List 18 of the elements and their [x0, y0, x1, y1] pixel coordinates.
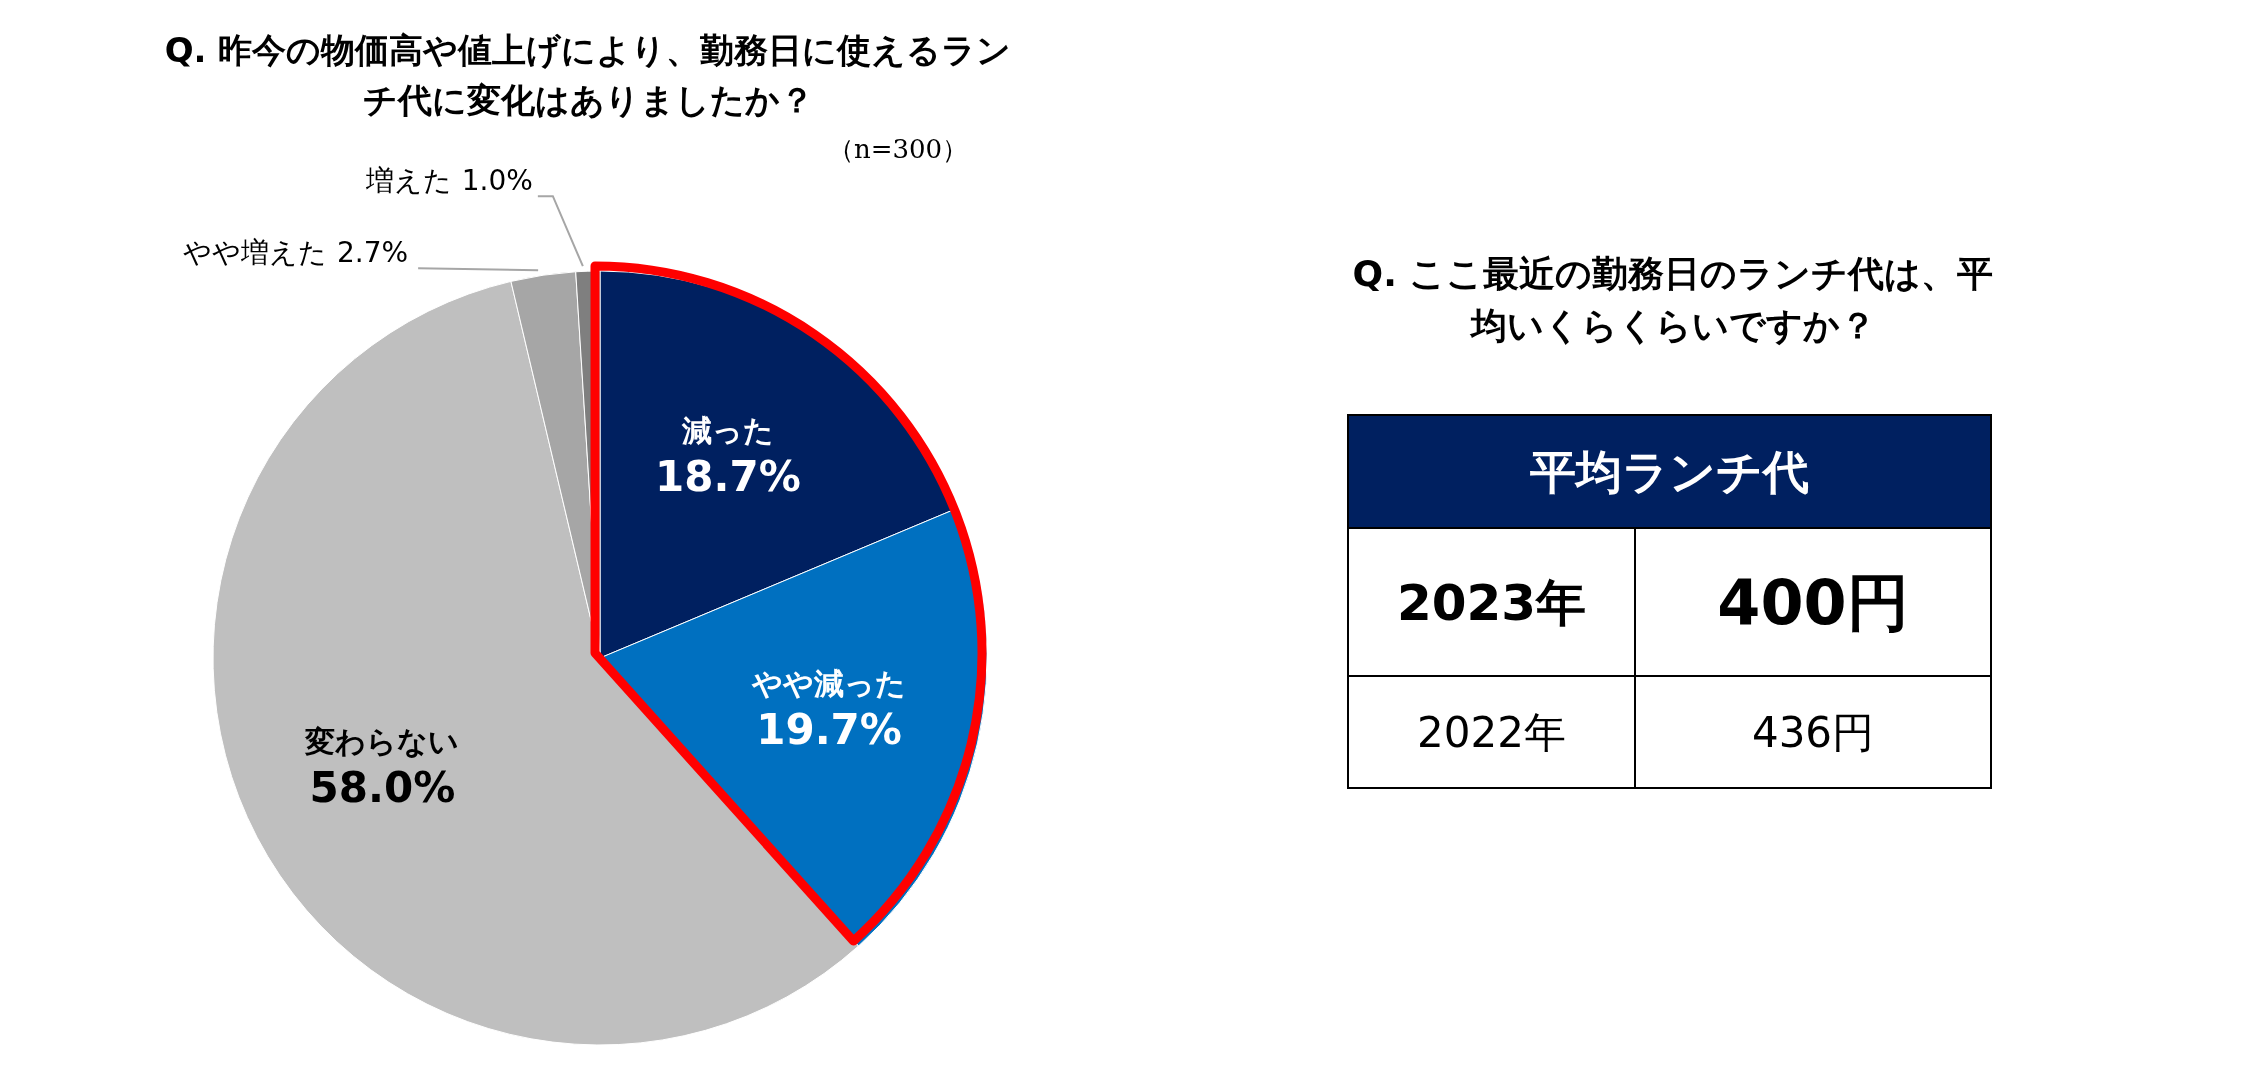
slice-label: やや減った: [751, 665, 907, 701]
slice-label: 増えた: [364, 164, 452, 198]
text: 2022年: [1417, 708, 1566, 757]
data-label: 1.0%: [461, 164, 533, 198]
text: 436円: [1751, 708, 1875, 757]
slice-label: 変わらない: [304, 724, 460, 760]
data-label: 19.7%: [756, 704, 902, 754]
data-label: 2.7%: [336, 236, 409, 270]
text: 400円: [1717, 566, 1909, 639]
text: 2023年: [1396, 574, 1587, 632]
data-label: 18.7%: [655, 452, 801, 502]
chart-subtitle: （n=300）: [827, 134, 969, 164]
slice-label: 減った: [680, 413, 774, 449]
text: Q. ここ最近の勤務日のランチ代は、平均いくらくらいですか？: [1352, 253, 1994, 346]
data-label: 58.0%: [309, 763, 456, 813]
slice-label: やや増えた: [182, 236, 327, 270]
text: 平均ランチ代: [1530, 444, 1809, 499]
chart-title: Q. 昨今の物価高や値上げにより、勤務日に使えるランチ代に変化はありましたか？: [164, 30, 1012, 120]
